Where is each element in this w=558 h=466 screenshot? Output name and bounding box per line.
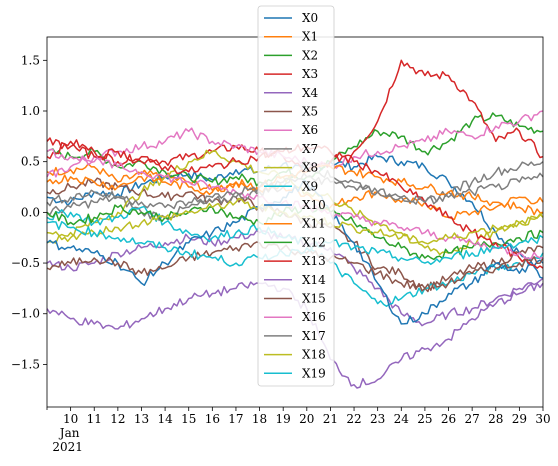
y-tick-label: 1.0: [21, 104, 40, 118]
legend-label-x11: X11: [302, 217, 326, 231]
axes-layer: −1.5 −1.0 −0.5 0.0 0.5 1.0 1.5 10 11 12 13 14 15 16 17…: [11, 36, 551, 454]
x-tick-label: 16: [205, 412, 220, 426]
legend-label-x4: X4: [302, 86, 319, 100]
legend-label-x18: X18: [302, 348, 326, 362]
x-tick-label: 26: [441, 412, 456, 426]
x-tick-label: 17: [228, 412, 243, 426]
legend-label-x19: X19: [302, 366, 326, 380]
y-tick-label: −1.0: [11, 307, 40, 321]
x-tick-label: 25: [417, 412, 432, 426]
y-tick-label: 0.5: [21, 155, 40, 169]
x-tick-label: 21: [323, 412, 338, 426]
legend-label-x7: X7: [302, 142, 318, 156]
legend-label-x12: X12: [302, 235, 326, 249]
x-year-label: 2021: [52, 440, 83, 454]
x-tick-label: 23: [370, 412, 385, 426]
x-tick-label: 13: [134, 412, 149, 426]
y-tick-label: 1.5: [21, 53, 40, 67]
legend-label-x17: X17: [302, 329, 326, 343]
legend-label-x14: X14: [302, 273, 326, 287]
x-month-label: Jan: [58, 426, 80, 440]
legend: X0 X1 X2 X3 X4 X5 X6 X7 X8 X9 X10 X11 X12 X13 X14 X15 X1…: [257, 5, 335, 387]
legend-label-x3: X3: [302, 67, 318, 81]
x-tick-label: 30: [535, 412, 550, 426]
x-tick-label: 28: [488, 412, 503, 426]
x-tick-label: 20: [299, 412, 314, 426]
x-tick-label: 29: [512, 412, 527, 426]
legend-label-x5: X5: [302, 105, 318, 119]
legend-label-x10: X10: [302, 198, 326, 212]
x-tick-label: 10: [63, 412, 78, 426]
legend-label-x1: X1: [302, 30, 318, 44]
legend-label-x6: X6: [302, 123, 318, 137]
x-tick-label: 22: [346, 412, 361, 426]
legend-label-x13: X13: [302, 254, 326, 268]
x-tick-label: 12: [110, 412, 125, 426]
x-tick-label: 27: [465, 412, 480, 426]
x-tick-label: 15: [181, 412, 196, 426]
y-tick-label: 0.0: [21, 205, 40, 219]
x-tick-label: 19: [276, 412, 291, 426]
x-tick-label: 14: [157, 412, 173, 426]
legend-label-x9: X9: [302, 179, 318, 193]
x-tick-label: 18: [252, 412, 267, 426]
x-tick-label: 11: [87, 412, 102, 426]
legend-label-x2: X2: [302, 48, 318, 62]
legend-label-x16: X16: [302, 310, 326, 324]
legend-label-x8: X8: [302, 161, 318, 175]
legend-label-x15: X15: [302, 292, 326, 306]
legend-label-x0: X0: [302, 11, 318, 25]
y-tick-label: −1.5: [11, 357, 40, 371]
y-tick-label: −0.5: [11, 256, 40, 270]
x-tick-label: 24: [394, 412, 410, 426]
legend-box: [257, 5, 335, 387]
